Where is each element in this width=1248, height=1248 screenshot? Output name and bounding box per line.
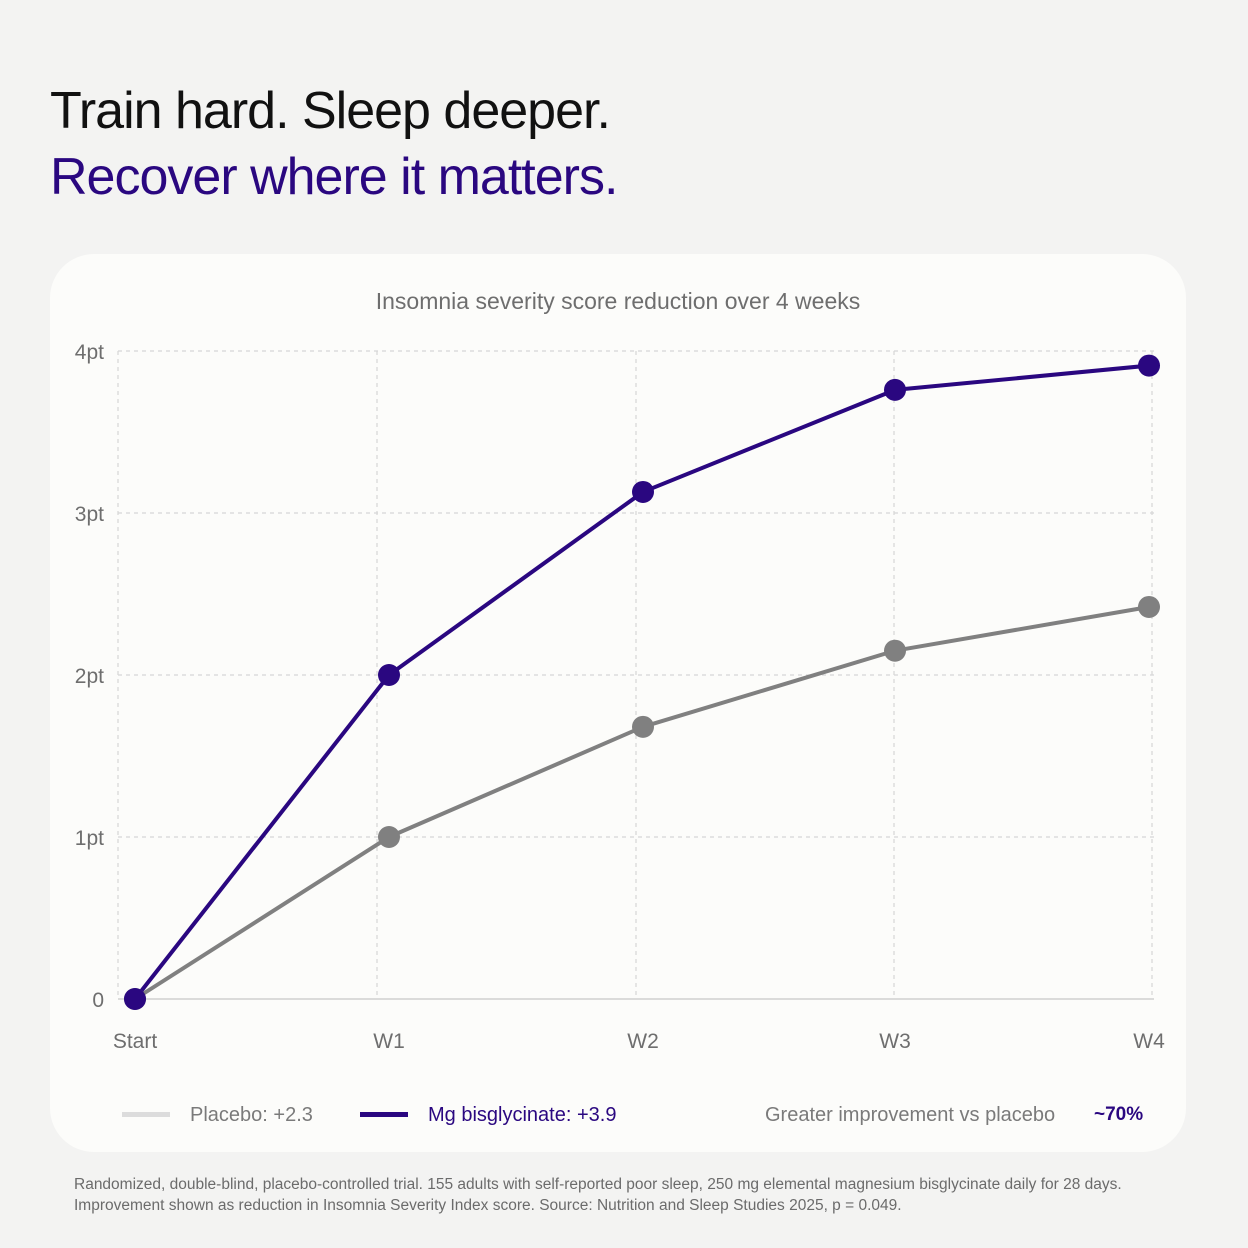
- data-point-mg-bisglycinate: [124, 988, 146, 1010]
- x-tick-label: W1: [373, 1030, 405, 1053]
- y-tick-label: 1pt: [75, 827, 104, 850]
- data-point-mg-bisglycinate: [632, 480, 654, 503]
- data-point-placebo: [884, 639, 906, 662]
- chart-legend: Placebo: +2.3 Mg bisglycinate: +3.9 Grea…: [122, 1102, 1146, 1128]
- footnote: Randomized, double-blind, placebo-contro…: [74, 1176, 1122, 1214]
- x-tick-label: W4: [1133, 1030, 1165, 1053]
- data-point-mg-bisglycinate: [884, 378, 906, 401]
- line-chart: 0 1pt 2pt 3pt 4pt Start W1 W2 W3 W4: [75, 341, 1165, 1053]
- x-tick-label: W3: [879, 1030, 911, 1053]
- y-tick-label: 2pt: [75, 665, 104, 688]
- legend-swatch-mg: [360, 1112, 408, 1117]
- data-point-placebo: [1138, 595, 1160, 618]
- chart-card: Insomnia severity score reduction over 4…: [50, 254, 1186, 1152]
- x-tick-label: W2: [627, 1030, 659, 1053]
- data-point-placebo: [632, 715, 654, 738]
- data-point-mg-bisglycinate: [378, 664, 400, 686]
- legend-label-placebo: Placebo: +2.3: [190, 1104, 313, 1126]
- legend-swatch-placebo: [122, 1112, 170, 1117]
- headline-line-2: Recover where it matters.: [50, 148, 618, 206]
- x-tick-label: Start: [113, 1030, 158, 1053]
- headline-line-1: Train hard. Sleep deeper.: [50, 82, 611, 140]
- data-point-mg-bisglycinate: [1138, 354, 1160, 377]
- improvement-label: Greater improvement vs placebo: [765, 1104, 1056, 1126]
- y-tick-label: 4pt: [75, 341, 104, 364]
- data-point-placebo: [378, 826, 400, 848]
- improvement-value: ~70%: [1094, 1104, 1144, 1125]
- y-tick-label: 3pt: [75, 503, 104, 526]
- chart-title: Insomnia severity score reduction over 4…: [375, 288, 861, 314]
- legend-label-mg: Mg bisglycinate: +3.9: [428, 1104, 617, 1126]
- y-tick-label: 0: [92, 989, 104, 1012]
- headline: Train hard. Sleep deeper. Recover where …: [50, 78, 618, 210]
